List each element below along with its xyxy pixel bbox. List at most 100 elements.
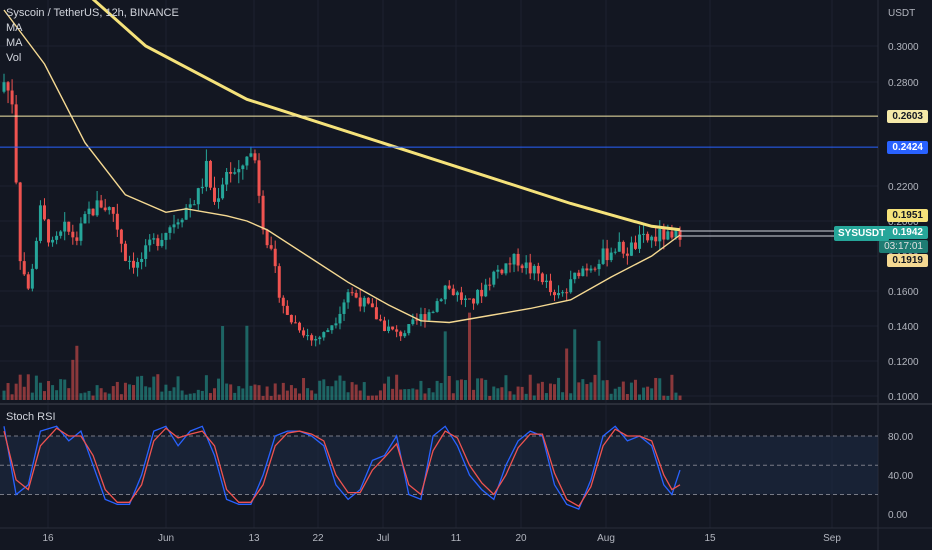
volume-bar: [484, 379, 488, 400]
candle: [362, 297, 366, 307]
symbol-badge: SYSUSDT: [834, 226, 890, 241]
volume-bar: [253, 384, 257, 400]
time-tick-label: 20: [515, 533, 527, 544]
volume-bar: [310, 390, 314, 400]
indicator-ma-1[interactable]: MA: [6, 22, 23, 34]
price-tick-label: 0.3000: [888, 42, 919, 53]
volume-bar: [350, 382, 354, 400]
chart-legend: Syscoin / TetherUS, 12h, BINANCE MA MA V…: [6, 6, 179, 66]
candle: [75, 237, 79, 241]
volume-bar: [107, 393, 111, 400]
price-tick-label: 0.2000: [888, 217, 919, 228]
time-tick-label: Sep: [823, 533, 841, 544]
volume-bar: [642, 387, 646, 400]
level-2-price-badge: 0.2424: [887, 141, 928, 154]
indicator-volume[interactable]: Vol: [6, 52, 22, 64]
volume-bar: [427, 388, 431, 400]
volume-bar: [277, 394, 281, 400]
chart-title[interactable]: Syscoin / TetherUS, 12h, BINANCE: [6, 7, 179, 19]
candle: [447, 285, 451, 289]
candle: [391, 326, 395, 330]
volume-bar: [10, 394, 14, 400]
candle: [297, 322, 301, 331]
volume-bar: [613, 388, 617, 400]
volume-bar: [237, 386, 241, 400]
candle: [217, 198, 221, 202]
price-tick-label: 0.1000: [888, 392, 919, 403]
volume-bar: [136, 376, 140, 400]
candle: [38, 205, 42, 241]
candle: [318, 337, 322, 340]
candle: [6, 82, 10, 91]
volume-bar: [285, 390, 289, 400]
volume-bars: [2, 312, 682, 400]
indicator-ma-2[interactable]: MA: [6, 37, 23, 49]
candle: [488, 284, 492, 286]
candle: [581, 268, 585, 277]
volume-bar: [111, 386, 115, 400]
candle: [520, 265, 524, 269]
volume-bar: [87, 390, 91, 400]
candle: [553, 292, 557, 296]
price-tick-label: 0.1600: [888, 287, 919, 298]
volume-bar: [399, 389, 403, 400]
candle: [577, 272, 581, 277]
candle: [342, 302, 346, 314]
candle: [411, 319, 415, 325]
candle: [136, 262, 140, 268]
candle: [383, 320, 387, 331]
candle: [47, 219, 51, 243]
candle: [261, 195, 265, 230]
volume-bar: [334, 380, 338, 400]
volume-bar: [47, 381, 51, 400]
candle: [107, 207, 111, 211]
candle: [67, 221, 71, 232]
candle: [358, 297, 362, 307]
candle: [443, 285, 447, 300]
candle: [132, 260, 136, 268]
volume-bar: [638, 394, 642, 400]
candle: [99, 200, 103, 208]
volume-bar: [241, 388, 245, 400]
volume-bar: [148, 387, 152, 400]
candle: [87, 208, 91, 215]
ma-slow-line: [91, 0, 681, 232]
candle: [468, 298, 472, 300]
ma-fast-line: [3, 9, 681, 324]
time-tick-label: Jul: [377, 533, 390, 544]
volume-bar: [557, 377, 561, 400]
volume-bar: [22, 386, 26, 400]
time-tick-label: 22: [312, 533, 324, 544]
volume-bar: [629, 382, 633, 400]
candle: [59, 231, 63, 236]
candle: [293, 322, 297, 324]
volume-bar: [573, 329, 577, 400]
candle: [423, 314, 427, 321]
candle: [192, 204, 196, 206]
volume-bar: [387, 376, 391, 400]
volume-bar: [99, 388, 103, 400]
candle: [83, 214, 87, 224]
volume-bar: [463, 380, 467, 400]
candle: [63, 221, 67, 232]
volume-bar: [520, 386, 524, 400]
stoch-rsi-label[interactable]: Stoch RSI: [6, 411, 56, 423]
volume-bar: [374, 395, 378, 400]
volume-bar: [18, 374, 22, 400]
candle: [326, 330, 330, 333]
stoch-rsi-zone: [0, 436, 878, 495]
volume-bar: [468, 312, 472, 400]
candle: [621, 241, 625, 254]
volume-bar: [577, 382, 581, 400]
candle: [103, 207, 107, 211]
volume-bar: [512, 394, 516, 400]
candle: [34, 240, 38, 269]
volume-bar: [346, 392, 350, 400]
volume-bar: [103, 392, 107, 400]
volume-bar: [633, 379, 637, 400]
volume-bar: [196, 389, 200, 400]
volume-bar: [488, 395, 492, 400]
candle: [524, 262, 528, 269]
candle: [646, 233, 650, 241]
